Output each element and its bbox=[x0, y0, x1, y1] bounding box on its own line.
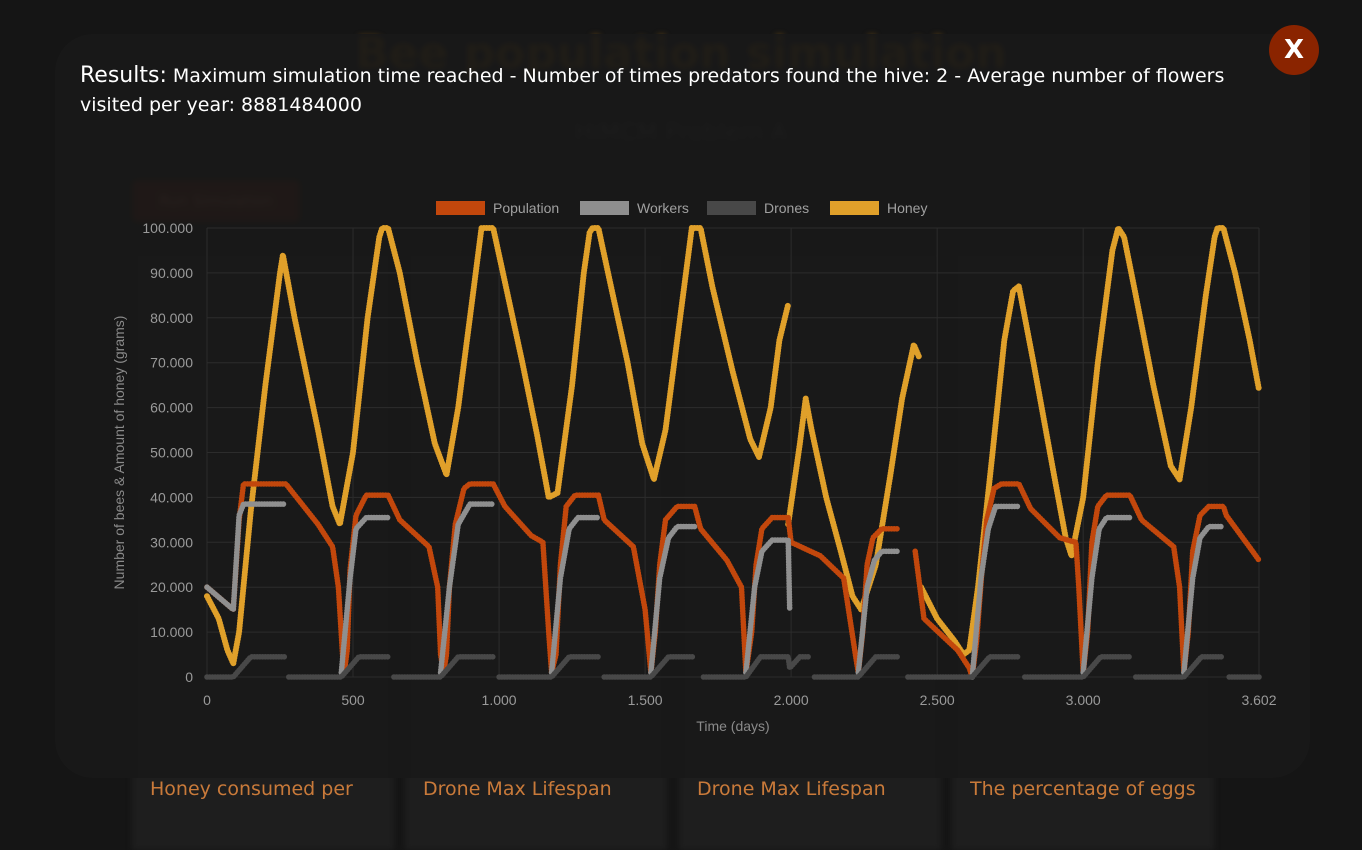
y-tick-label: 70.000 bbox=[150, 355, 193, 371]
series-drones bbox=[496, 654, 602, 680]
series-drones bbox=[1133, 654, 1227, 680]
series-drones bbox=[601, 654, 698, 680]
legend-swatch bbox=[436, 201, 485, 215]
y-tick-label: 20.000 bbox=[150, 579, 193, 595]
card-label: Drone Max Lifespan bbox=[423, 778, 612, 800]
card-label: The percentage of eggs bbox=[970, 778, 1196, 800]
series-drones bbox=[905, 654, 1022, 680]
x-tick-label: 500 bbox=[341, 692, 365, 708]
card-label: Honey consumed per bbox=[150, 778, 353, 800]
results-label: Results: bbox=[80, 63, 167, 88]
x-axis-title: Time (days) bbox=[696, 718, 769, 734]
series-drones bbox=[700, 654, 812, 680]
x-tick-label: 3.602 bbox=[1241, 692, 1276, 708]
y-axis-title: Number of bees & Amount of honey (grams) bbox=[111, 316, 127, 590]
series-workers bbox=[743, 537, 793, 676]
series-workers bbox=[204, 501, 289, 613]
series-workers bbox=[969, 503, 1022, 680]
y-tick-label: 90.000 bbox=[150, 265, 193, 281]
series-honey bbox=[785, 341, 923, 613]
series-workers bbox=[548, 514, 602, 676]
y-tick-label: 60.000 bbox=[150, 400, 193, 416]
series-workers bbox=[1080, 514, 1133, 676]
y-tick-label: 0 bbox=[185, 669, 193, 685]
series-workers bbox=[1181, 523, 1227, 676]
legend-swatch bbox=[830, 201, 879, 215]
series-drones bbox=[286, 654, 391, 680]
y-tick-label: 10.000 bbox=[150, 624, 193, 640]
close-button[interactable]: X bbox=[1269, 25, 1319, 75]
y-tick-label: 40.000 bbox=[150, 489, 193, 505]
results-text: Results: Maximum simulation time reached… bbox=[80, 61, 1270, 120]
series-drones bbox=[391, 654, 496, 680]
series-drones bbox=[204, 654, 289, 680]
x-tick-label: 2.000 bbox=[774, 692, 809, 708]
simulation-chart: 0 10.000 20.000 30.000 40.000 50.000 60.000 70.… bbox=[111, 200, 1277, 734]
legend-label: Honey bbox=[887, 200, 927, 216]
y-tick-label: 30.000 bbox=[150, 534, 193, 550]
y-tick-label: 100.000 bbox=[142, 220, 193, 236]
y-tick-label: 50.000 bbox=[150, 445, 193, 461]
series-honey bbox=[204, 225, 792, 667]
x-tick-label: 0 bbox=[203, 692, 211, 708]
legend-swatch bbox=[580, 201, 629, 215]
series-workers bbox=[855, 548, 902, 676]
series-workers bbox=[437, 501, 496, 676]
legend-label: Drones bbox=[764, 200, 809, 216]
y-tick-label: 80.000 bbox=[150, 310, 193, 326]
x-tick-label: 3.000 bbox=[1066, 692, 1101, 708]
legend-label: Population bbox=[493, 200, 559, 216]
legend-swatch bbox=[707, 201, 756, 215]
series-workers bbox=[338, 514, 391, 676]
series-drones bbox=[1022, 654, 1133, 680]
x-tick-label: 1.500 bbox=[628, 692, 663, 708]
card-label: Drone Max Lifespan bbox=[697, 778, 886, 800]
series-workers bbox=[648, 523, 698, 676]
legend-label: Workers bbox=[637, 200, 689, 216]
x-tick-label: 2.500 bbox=[920, 692, 955, 708]
series-drones bbox=[811, 654, 902, 680]
x-tick-label: 1.000 bbox=[482, 692, 517, 708]
results-message: Maximum simulation time reached - Number… bbox=[80, 65, 1225, 116]
